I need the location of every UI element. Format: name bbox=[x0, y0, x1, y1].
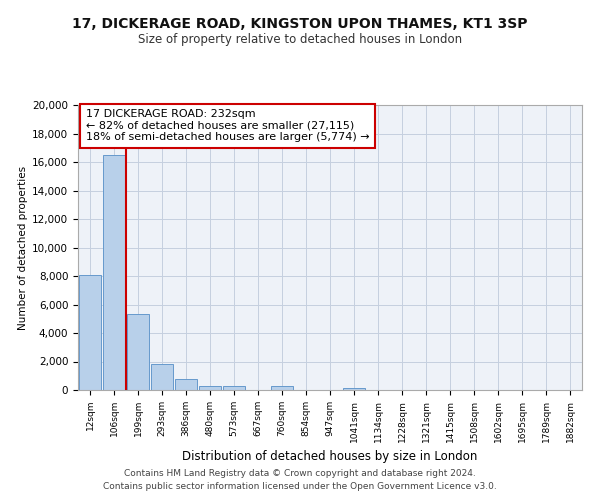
Y-axis label: Number of detached properties: Number of detached properties bbox=[18, 166, 28, 330]
Bar bbox=[271, 386, 293, 390]
Text: Size of property relative to detached houses in London: Size of property relative to detached ho… bbox=[138, 32, 462, 46]
Bar bbox=[79, 276, 101, 390]
Bar bbox=[151, 364, 173, 390]
Bar bbox=[127, 314, 149, 390]
Text: Contains HM Land Registry data © Crown copyright and database right 2024.: Contains HM Land Registry data © Crown c… bbox=[124, 468, 476, 477]
Text: 17 DICKERAGE ROAD: 232sqm
← 82% of detached houses are smaller (27,115)
18% of s: 17 DICKERAGE ROAD: 232sqm ← 82% of detac… bbox=[86, 110, 369, 142]
Bar bbox=[103, 155, 125, 390]
Bar bbox=[343, 388, 365, 390]
Bar bbox=[175, 380, 197, 390]
X-axis label: Distribution of detached houses by size in London: Distribution of detached houses by size … bbox=[182, 450, 478, 463]
Bar bbox=[223, 386, 245, 390]
Text: 17, DICKERAGE ROAD, KINGSTON UPON THAMES, KT1 3SP: 17, DICKERAGE ROAD, KINGSTON UPON THAMES… bbox=[72, 18, 528, 32]
Bar bbox=[199, 386, 221, 390]
Text: Contains public sector information licensed under the Open Government Licence v3: Contains public sector information licen… bbox=[103, 482, 497, 491]
